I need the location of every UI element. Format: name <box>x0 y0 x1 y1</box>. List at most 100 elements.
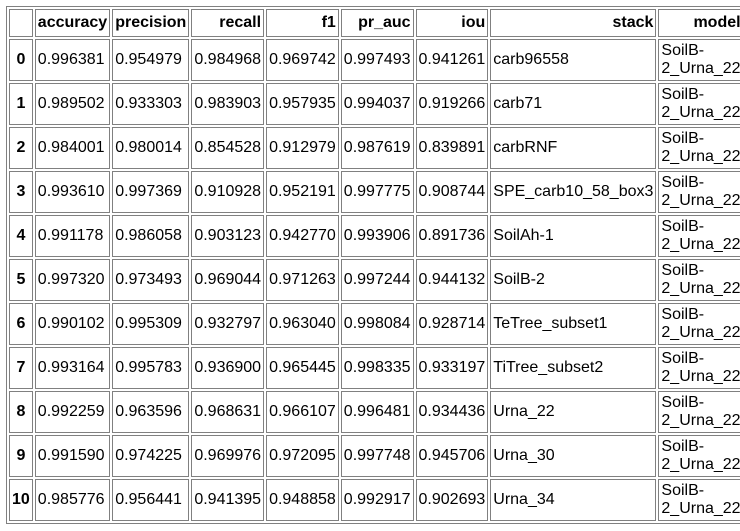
cell-model: SoilB-2_Urna_22 <box>658 83 740 125</box>
cell-model: SoilB-2_Urna_22 <box>658 303 740 345</box>
cell-pr-auc: 0.997748 <box>340 435 414 477</box>
cell-precision: 0.997369 <box>112 171 190 213</box>
table-row: 1 0.989502 0.933303 0.983903 0.957935 0.99403… <box>9 83 740 125</box>
row-index: 9 <box>9 435 33 477</box>
results-table: accuracy precision recall f1 pr_auc iou … <box>6 6 740 524</box>
dataframe-container: accuracy precision recall f1 pr_auc iou … <box>6 6 740 524</box>
cell-stack: carbRNF <box>490 127 657 169</box>
cell-f1: 0.948858 <box>266 479 339 521</box>
header-precision: precision <box>112 9 190 37</box>
cell-stack: Urna_30 <box>490 435 657 477</box>
cell-f1: 0.969742 <box>266 39 339 81</box>
table-row: 9 0.991590 0.974225 0.969976 0.972095 0.99774… <box>9 435 740 477</box>
cell-pr-auc: 0.987619 <box>340 127 414 169</box>
cell-precision: 0.974225 <box>112 435 190 477</box>
cell-recall: 0.984968 <box>191 39 265 81</box>
cell-accuracy: 0.993164 <box>34 347 111 389</box>
cell-recall: 0.969044 <box>191 259 265 301</box>
cell-pr-auc: 0.997244 <box>340 259 414 301</box>
cell-iou: 0.934436 <box>415 391 489 433</box>
cell-model: SoilB-2_Urna_22 <box>658 127 740 169</box>
table-row: 3 0.993610 0.997369 0.910928 0.952191 0.99777… <box>9 171 740 213</box>
cell-model: SoilB-2_Urna_22 <box>658 259 740 301</box>
cell-stack: TeTree_subset1 <box>490 303 657 345</box>
cell-recall: 0.941395 <box>191 479 265 521</box>
table-row: 7 0.993164 0.995783 0.936900 0.965445 0.99833… <box>9 347 740 389</box>
cell-f1: 0.957935 <box>266 83 339 125</box>
header-stack: stack <box>490 9 657 37</box>
cell-iou: 0.944132 <box>415 259 489 301</box>
cell-accuracy: 0.990102 <box>34 303 111 345</box>
cell-precision: 0.956441 <box>112 479 190 521</box>
cell-accuracy: 0.993610 <box>34 171 111 213</box>
cell-f1: 0.942770 <box>266 215 339 257</box>
header-iou: iou <box>415 9 489 37</box>
cell-stack: Urna_34 <box>490 479 657 521</box>
cell-iou: 0.933197 <box>415 347 489 389</box>
cell-precision: 0.933303 <box>112 83 190 125</box>
cell-f1: 0.972095 <box>266 435 339 477</box>
cell-stack: carb96558 <box>490 39 657 81</box>
cell-model: SoilB-2_Urna_22 <box>658 391 740 433</box>
header-model: model <box>658 9 740 37</box>
table-row: 6 0.990102 0.995309 0.932797 0.963040 0.99808… <box>9 303 740 345</box>
cell-f1: 0.952191 <box>266 171 339 213</box>
cell-pr-auc: 0.997775 <box>340 171 414 213</box>
row-index: 0 <box>9 39 33 81</box>
cell-precision: 0.986058 <box>112 215 190 257</box>
cell-stack: TiTree_subset2 <box>490 347 657 389</box>
row-index: 6 <box>9 303 33 345</box>
cell-f1: 0.971263 <box>266 259 339 301</box>
cell-iou: 0.908744 <box>415 171 489 213</box>
cell-iou: 0.919266 <box>415 83 489 125</box>
cell-recall: 0.969976 <box>191 435 265 477</box>
cell-stack: Urna_22 <box>490 391 657 433</box>
row-index: 4 <box>9 215 33 257</box>
cell-pr-auc: 0.996481 <box>340 391 414 433</box>
cell-model: SoilB-2_Urna_22 <box>658 347 740 389</box>
cell-iou: 0.891736 <box>415 215 489 257</box>
cell-pr-auc: 0.993906 <box>340 215 414 257</box>
cell-precision: 0.980014 <box>112 127 190 169</box>
table-row: 0 0.996381 0.954979 0.984968 0.969742 0.99749… <box>9 39 740 81</box>
table-header: accuracy precision recall f1 pr_auc iou … <box>9 9 740 37</box>
cell-model: SoilB-2_Urna_22 <box>658 215 740 257</box>
cell-precision: 0.954979 <box>112 39 190 81</box>
cell-f1: 0.965445 <box>266 347 339 389</box>
cell-pr-auc: 0.994037 <box>340 83 414 125</box>
table-row: 10 0.985776 0.956441 0.941395 0.948858 0.9929… <box>9 479 740 521</box>
header-f1: f1 <box>266 9 339 37</box>
table-body: 0 0.996381 0.954979 0.984968 0.969742 0.99749… <box>9 39 740 521</box>
row-index: 2 <box>9 127 33 169</box>
table-row: 2 0.984001 0.980014 0.854528 0.912979 0.98761… <box>9 127 740 169</box>
cell-iou: 0.945706 <box>415 435 489 477</box>
cell-accuracy: 0.984001 <box>34 127 111 169</box>
cell-stack: carb71 <box>490 83 657 125</box>
cell-recall: 0.932797 <box>191 303 265 345</box>
cell-recall: 0.910928 <box>191 171 265 213</box>
cell-recall: 0.983903 <box>191 83 265 125</box>
cell-accuracy: 0.992259 <box>34 391 111 433</box>
row-index: 7 <box>9 347 33 389</box>
header-index <box>9 9 33 37</box>
table-row: 4 0.991178 0.986058 0.903123 0.942770 0.99390… <box>9 215 740 257</box>
cell-iou: 0.928714 <box>415 303 489 345</box>
cell-recall: 0.903123 <box>191 215 265 257</box>
cell-pr-auc: 0.998084 <box>340 303 414 345</box>
cell-accuracy: 0.997320 <box>34 259 111 301</box>
cell-precision: 0.973493 <box>112 259 190 301</box>
cell-accuracy: 0.985776 <box>34 479 111 521</box>
table-row: 5 0.997320 0.973493 0.969044 0.971263 0.99724… <box>9 259 740 301</box>
header-pr-auc: pr_auc <box>340 9 414 37</box>
cell-pr-auc: 0.992917 <box>340 479 414 521</box>
cell-model: SoilB-2_Urna_22 <box>658 39 740 81</box>
cell-accuracy: 0.989502 <box>34 83 111 125</box>
cell-accuracy: 0.991178 <box>34 215 111 257</box>
cell-f1: 0.912979 <box>266 127 339 169</box>
cell-recall: 0.936900 <box>191 347 265 389</box>
cell-precision: 0.995783 <box>112 347 190 389</box>
cell-stack: SoilAh-1 <box>490 215 657 257</box>
cell-accuracy: 0.991590 <box>34 435 111 477</box>
cell-precision: 0.963596 <box>112 391 190 433</box>
row-index: 8 <box>9 391 33 433</box>
